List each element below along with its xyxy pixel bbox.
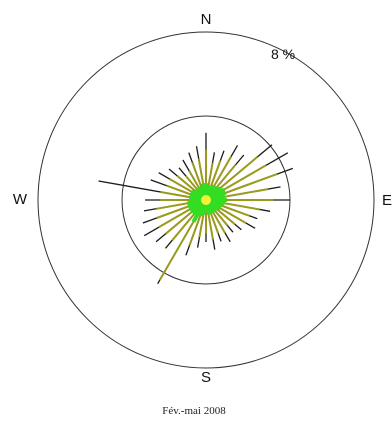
calm-center: [201, 195, 211, 205]
petal-group: [98, 132, 294, 285]
outer-ring-label: 8 %: [271, 46, 295, 62]
direction-label-east: E: [382, 192, 392, 209]
direction-label-west: W: [13, 191, 28, 208]
chart-caption: Fév.-mai 2008: [162, 405, 226, 417]
direction-label-north: N: [201, 11, 212, 28]
outer-ring: [37, 31, 375, 369]
direction-label-south: S: [201, 369, 211, 386]
